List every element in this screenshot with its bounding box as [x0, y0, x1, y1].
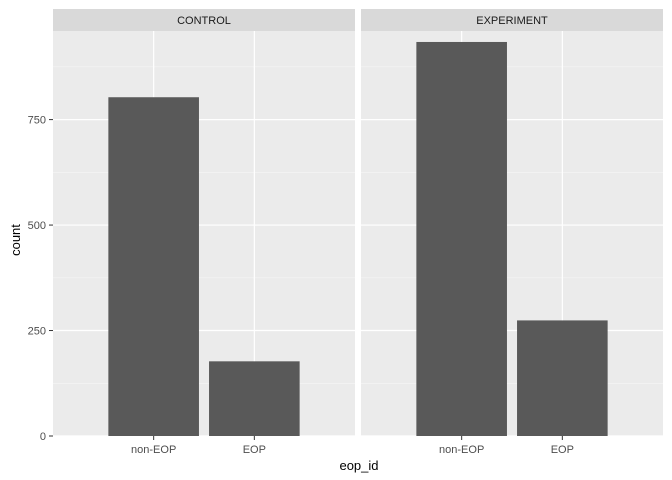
- bar-control-eop: [209, 361, 300, 436]
- facet-strip-label: CONTROL: [177, 15, 231, 27]
- y-tick-label: 0: [40, 431, 46, 443]
- facet-strip: [361, 9, 663, 31]
- x-tick-label: non-EOP: [131, 444, 176, 456]
- y-tick-label: 250: [28, 326, 46, 338]
- x-tick-label: EOP: [243, 444, 266, 456]
- panel-background: [53, 31, 355, 436]
- bar-control-non-eop: [108, 97, 199, 436]
- y-tick-label: 500: [28, 220, 46, 232]
- x-axis-title: eop_id: [339, 458, 378, 473]
- panel-background: [361, 31, 663, 436]
- bar-experiment-non-eop: [416, 41, 507, 436]
- facet-panel-experiment: EXPERIMENT non-EOP EOP: [361, 9, 663, 456]
- y-tick-label: 750: [28, 115, 46, 127]
- facet-strip-label: EXPERIMENT: [476, 15, 548, 27]
- x-tick-label: non-EOP: [439, 444, 484, 456]
- facet-strip: [53, 9, 355, 31]
- bar-experiment-eop: [517, 320, 608, 436]
- y-axis-title: count: [8, 224, 23, 256]
- x-tick-label: EOP: [551, 444, 574, 456]
- facet-panel-control: CONTROL non-EOP EOP: [53, 9, 355, 456]
